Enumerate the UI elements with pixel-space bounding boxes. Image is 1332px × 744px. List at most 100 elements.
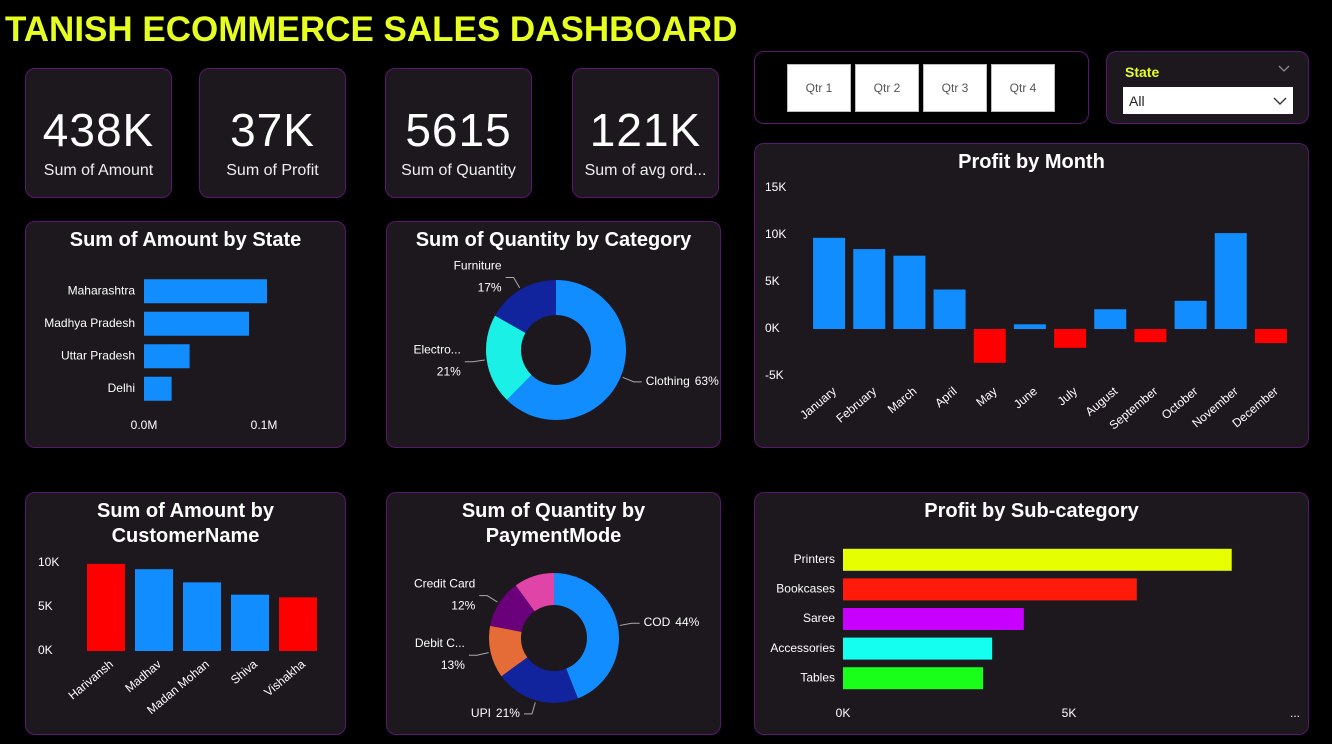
y-tick-label: 5K [765, 274, 780, 288]
data-label-value: 13% [441, 658, 465, 672]
y-tick-label: -5K [765, 368, 784, 382]
x-tick-label: 5K [1062, 706, 1077, 720]
chart-title: Sum of Quantity by Category [415, 229, 692, 251]
y-tick-label: Accessories [770, 641, 835, 655]
donut-slice [515, 573, 554, 612]
chevron[interactable] [1277, 64, 1291, 74]
data-label-category: Clothing [646, 374, 690, 388]
bar [843, 667, 984, 690]
chart-title: Profit by Month [958, 151, 1105, 173]
bar [144, 376, 172, 401]
x-tick-label: 0K [836, 706, 851, 720]
card-label: Sum of Quantity [401, 162, 516, 179]
x-tick-label: January [797, 384, 839, 422]
donut-slice [554, 573, 619, 699]
donut-slice [506, 280, 626, 420]
data-label-category: COD [644, 615, 671, 629]
x-tick-label: Vishakha [261, 657, 308, 700]
data-label: Debit C... 13% [415, 636, 465, 672]
chart-title: Sum of Quantity by PaymentMode [461, 500, 646, 547]
chart-title: Profit by Sub-category [924, 500, 1139, 522]
data-label: Credit Card 12% [414, 577, 476, 613]
data-label-category: Furniture [454, 259, 502, 273]
data-label-value: 21% [437, 365, 461, 379]
chart: 0.0M 0.1M Maharashtra Madhya Pradesh Uttar P… [44, 279, 278, 432]
card-value: 37K [230, 104, 315, 156]
chart-title: Sum of Amount by CustomerName [96, 500, 275, 547]
slicer-title: State [1125, 64, 1160, 80]
bar [1254, 329, 1287, 344]
leader-line [479, 595, 498, 603]
dropdown[interactable]: All [1123, 87, 1293, 114]
data-label-category: UPI [471, 706, 491, 720]
data-label: Electro... 21% [413, 343, 461, 379]
y-tick-label: 10K [38, 555, 59, 569]
data-label: Furniture 17% [454, 259, 502, 295]
x-tick-label: July [1055, 384, 1080, 408]
x-tick-label: 0.0M [131, 418, 158, 432]
data-label-value: 17% [478, 281, 502, 295]
chart-panel: COD 44% UPI 21% Debit C... 13% Credit Card 12% S… [386, 492, 721, 735]
data-label: UPI 21% [471, 706, 520, 720]
slicer-button[interactable]: Qtr 3 [923, 64, 987, 112]
chart-title: Sum of Amount by State [69, 229, 302, 251]
data-label-category: Credit Card [414, 577, 475, 591]
card: 121K Sum of avg ord... [572, 68, 719, 198]
bar [893, 255, 926, 329]
y-tick-label: Uttar Pradesh [61, 348, 135, 362]
data-label-value: 63% [695, 374, 719, 388]
x-tick-label: June [1011, 384, 1040, 412]
bar [843, 578, 1137, 601]
x-tick-label: 0.1M [251, 418, 278, 432]
x-tick-label: Madhav [122, 657, 164, 695]
bar [1134, 329, 1167, 343]
x-tick-label: March [885, 384, 920, 416]
leader-line [468, 652, 489, 656]
state-slicer: State All [1106, 51, 1309, 124]
chart-panel: Clothing 63% Electro... 21% Furniture 17% Sum … [386, 221, 721, 448]
chart: Clothing 63% Electro... 21% Furniture 17% [413, 259, 719, 420]
data-label-value: 21% [496, 706, 520, 720]
bar [853, 249, 886, 329]
leader-line [619, 622, 640, 626]
donut-slice [495, 280, 556, 333]
slicer-button[interactable]: Qtr 2 [855, 64, 919, 112]
data-label: COD 44% [644, 615, 700, 629]
bar [813, 237, 846, 329]
slicer-button[interactable]: Qtr 1 [787, 64, 851, 112]
card-label: Sum of avg ord... [584, 162, 707, 179]
leader-line [505, 276, 521, 289]
y-tick-label: 0K [765, 321, 780, 335]
bar [843, 608, 1024, 630]
leader-line [622, 376, 642, 383]
slicer-button[interactable]: Qtr 4 [991, 64, 1055, 112]
bar [144, 279, 267, 304]
y-tick-label: 10K [765, 227, 786, 241]
data-label-value: 12% [451, 599, 475, 613]
donut-slice [501, 657, 578, 703]
bar [183, 582, 221, 651]
card-value: 121K [589, 104, 702, 156]
chart-panel: -5K 0K 5K 10K 15K January February March April Ma… [754, 143, 1309, 448]
chart-panel: 0.0M 0.1M Maharashtra Madhya Pradesh Uttar P… [25, 221, 346, 448]
x-tick-label: May [973, 384, 999, 409]
data-label-value: 44% [675, 615, 699, 629]
bar [843, 637, 993, 660]
quarter-slicer: Qtr 1 Qtr 2 Qtr 3 Qtr 4 [754, 51, 1089, 124]
card-label: Sum of Profit [226, 162, 319, 179]
bar [843, 548, 1232, 571]
y-tick-label: Maharashtra [68, 283, 136, 297]
leader-line [523, 702, 536, 715]
chart-panel: 0K 5K... Printers Bookcases Saree Accessories… [754, 492, 1309, 735]
bar [1214, 233, 1247, 329]
bar [1054, 329, 1087, 348]
dashboard-title: TANISH ECOMMERCE SALES DASHBOARD [5, 10, 738, 49]
card: 5615 Sum of Quantity [385, 68, 532, 198]
card: 438K Sum of Amount [25, 68, 172, 198]
bar [87, 563, 125, 651]
bar [144, 311, 249, 336]
bar [1013, 324, 1046, 329]
